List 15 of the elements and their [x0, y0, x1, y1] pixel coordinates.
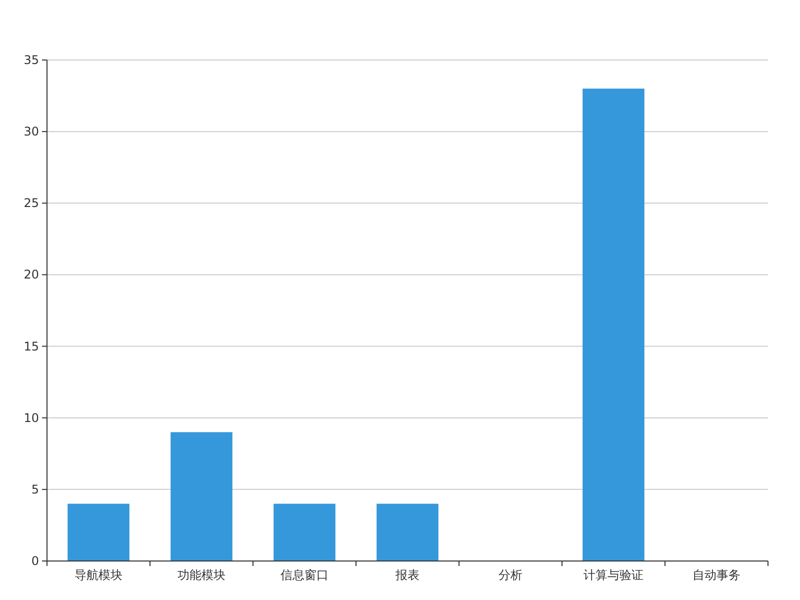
y-tick-label: 30 [24, 124, 39, 139]
x-tick-label: 计算与验证 [584, 568, 644, 582]
y-tick-label: 15 [24, 339, 39, 354]
y-tick-label: 25 [24, 196, 39, 210]
x-tick-label: 自动事务 [692, 568, 740, 582]
x-tick-label: 功能模块 [178, 568, 226, 582]
x-tick-label: 报表 [394, 568, 420, 582]
y-tick-label: 10 [24, 410, 39, 425]
x-tick-label: 分析 [498, 568, 522, 582]
x-tick-label: 导航模块 [74, 568, 122, 582]
y-tick-label: 20 [24, 268, 39, 282]
y-tick-label: 5 [31, 482, 39, 496]
x-tick-label: 信息窗口 [280, 568, 328, 582]
y-tick-label: 0 [31, 554, 39, 568]
y-tick-label: 35 [24, 53, 39, 67]
